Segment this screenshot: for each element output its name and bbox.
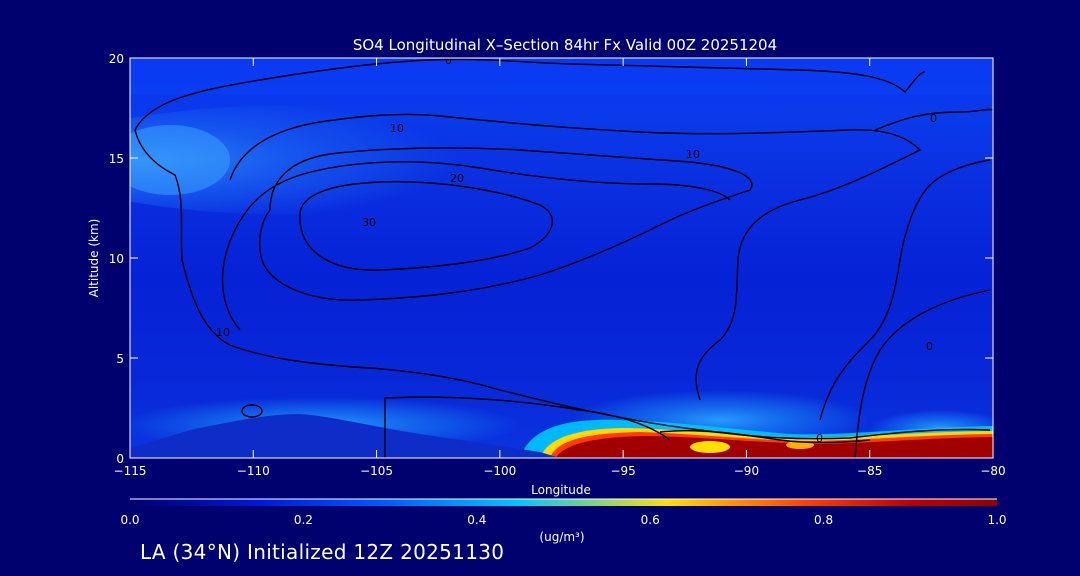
terrain bbox=[130, 414, 560, 458]
contour-label: 10 bbox=[390, 122, 404, 135]
contour-lines bbox=[134, 58, 993, 458]
contour-line bbox=[299, 181, 553, 271]
colorbar-units: (ug/m³) bbox=[539, 530, 584, 544]
x-tick-label: −85 bbox=[857, 464, 882, 478]
x-tick-label: −115 bbox=[114, 464, 147, 478]
x-tick-label: −105 bbox=[360, 464, 393, 478]
plume-yellow-spot bbox=[690, 441, 730, 453]
colorbar-tick-label: 0.6 bbox=[641, 513, 660, 527]
contour-line bbox=[221, 161, 731, 331]
contour-label: 10 bbox=[686, 148, 700, 161]
plume-yellow-spot-east bbox=[786, 441, 814, 449]
colorbar-tick-label: 0.0 bbox=[120, 513, 139, 527]
contour-line bbox=[241, 404, 263, 418]
contour-line bbox=[134, 129, 991, 440]
x-axis-label: Longitude bbox=[531, 483, 591, 497]
x-tick-label: −95 bbox=[610, 464, 635, 478]
y-tick-label: 0 bbox=[116, 452, 124, 466]
contour-line bbox=[229, 113, 922, 401]
contour-line bbox=[258, 147, 753, 301]
x-tick-label: −90 bbox=[734, 464, 759, 478]
contour-line bbox=[134, 58, 926, 131]
x-tick-label: −100 bbox=[483, 464, 516, 478]
colorbar-tick-label: 0.2 bbox=[294, 513, 313, 527]
contour-line bbox=[659, 430, 871, 444]
colorbar-tick-label: 1.0 bbox=[987, 513, 1006, 527]
y-tick-label: 15 bbox=[109, 152, 124, 166]
plot-area: 0 10 20 30 10 0 10 0 0 bbox=[130, 54, 993, 458]
chart-title: SO4 Longitudinal X–Section 84hr Fx Valid… bbox=[353, 36, 777, 54]
y-tick-label: 20 bbox=[109, 52, 124, 66]
contour-label: 0 bbox=[816, 432, 823, 445]
colorbar-tick-label: 0.8 bbox=[814, 513, 833, 527]
x-tick-label: −80 bbox=[980, 464, 1005, 478]
colorbar: 0.0 0.2 0.4 0.6 0.8 1.0 (ug/m³) bbox=[120, 498, 1007, 544]
contour-label: 10 bbox=[216, 326, 230, 339]
y-tick-label: 10 bbox=[109, 252, 124, 266]
contour-label: 20 bbox=[450, 172, 464, 185]
run-info-footer: LA (34°N) Initialized 12Z 20251130 bbox=[140, 540, 505, 564]
contour-label: 0 bbox=[926, 340, 933, 353]
y-axis: 0 5 10 15 20 bbox=[109, 52, 993, 466]
contour-line bbox=[384, 396, 671, 458]
contour-label: 0 bbox=[445, 54, 452, 67]
colorbar-ramp bbox=[130, 499, 997, 506]
x-axis: −115 −110 −105 −100 −95 −90 −85 −80 bbox=[114, 58, 1006, 478]
y-tick-label: 5 bbox=[116, 352, 124, 366]
contour-labels: 0 10 20 30 10 0 10 0 0 bbox=[216, 54, 937, 445]
contour-line bbox=[874, 108, 993, 131]
contour-label: 30 bbox=[362, 216, 376, 229]
contour-line bbox=[819, 159, 991, 421]
x-tick-label: −110 bbox=[237, 464, 270, 478]
y-axis-label: Altitude (km) bbox=[87, 219, 101, 298]
contour-line bbox=[854, 289, 991, 458]
colorbar-tick-label: 0.4 bbox=[467, 513, 486, 527]
upper-troposphere-core bbox=[130, 125, 230, 195]
surface-plume-core bbox=[556, 436, 993, 458]
upper-troposphere-band bbox=[130, 105, 560, 215]
contour-label: 0 bbox=[930, 112, 937, 125]
colorbar-ticks: 0.0 0.2 0.4 0.6 0.8 1.0 bbox=[120, 513, 1006, 527]
